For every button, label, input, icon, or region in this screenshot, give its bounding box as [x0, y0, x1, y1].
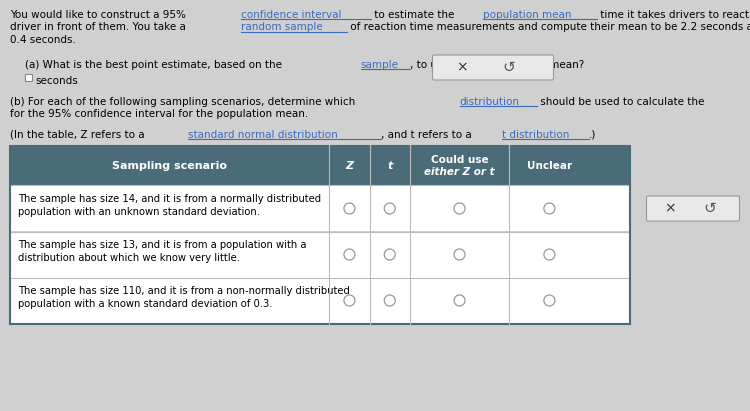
Text: standard normal distribution: standard normal distribution	[188, 129, 338, 139]
Bar	[10, 277, 630, 323]
Text: Z: Z	[346, 161, 353, 171]
Circle shape	[544, 295, 555, 306]
Circle shape	[344, 295, 355, 306]
Text: (In the table, Z refers to a: (In the table, Z refers to a	[10, 129, 148, 139]
Bar	[10, 145, 630, 185]
Text: The sample has size 13, and it is from a population with a: The sample has size 13, and it is from a…	[18, 240, 307, 249]
Text: population with a known standard deviation of 0.3.: population with a known standard deviati…	[18, 298, 272, 309]
Text: time it takes drivers to react following the application of brakes by the: time it takes drivers to react following…	[597, 10, 750, 20]
Text: You would like to construct a 95%: You would like to construct a 95%	[10, 10, 189, 20]
Text: The sample has size 14, and it is from a normally distributed: The sample has size 14, and it is from a…	[18, 194, 321, 203]
Text: distribution about which we know very little.: distribution about which we know very li…	[18, 252, 240, 263]
Text: sample: sample	[361, 60, 399, 69]
Text: confidence interval: confidence interval	[242, 10, 342, 20]
Text: t: t	[387, 161, 392, 171]
Circle shape	[454, 295, 465, 306]
Text: driver in front of them. You take a: driver in front of them. You take a	[10, 23, 189, 32]
Circle shape	[384, 249, 395, 260]
Text: Could use: Could use	[430, 155, 488, 164]
Text: Sampling scenario: Sampling scenario	[112, 161, 227, 171]
Text: should be used to calculate the: should be used to calculate the	[537, 97, 708, 106]
Text: for the 95% confidence interval for the population mean.: for the 95% confidence interval for the …	[10, 109, 308, 119]
Text: The sample has size 110, and it is from a non-normally distributed: The sample has size 110, and it is from …	[18, 286, 350, 296]
Circle shape	[344, 203, 355, 214]
FancyBboxPatch shape	[646, 196, 740, 221]
Text: population mean: population mean	[482, 10, 571, 20]
Text: random sample: random sample	[242, 23, 323, 32]
Circle shape	[454, 203, 465, 214]
Circle shape	[544, 203, 555, 214]
Text: seconds: seconds	[35, 76, 78, 85]
Text: of reaction time measurements and compute their mean to be 2.2 seconds and their: of reaction time measurements and comput…	[346, 23, 750, 32]
Text: Unclear: Unclear	[526, 161, 572, 171]
Bar	[10, 231, 630, 277]
Bar	[10, 145, 630, 323]
Text: ×: ×	[664, 201, 676, 215]
Text: (a) What is the best point estimate, based on the: (a) What is the best point estimate, bas…	[25, 60, 285, 69]
Circle shape	[344, 249, 355, 260]
Text: , to use for the population mean?: , to use for the population mean?	[410, 60, 584, 69]
Text: t distribution: t distribution	[503, 129, 570, 139]
Text: 0.4 seconds.: 0.4 seconds.	[10, 35, 76, 45]
Text: ↺: ↺	[503, 60, 515, 75]
Text: ×: ×	[456, 60, 468, 74]
Text: (b) For each of the following sampling scenarios, determine which: (b) For each of the following sampling s…	[10, 97, 358, 106]
Text: to estimate the: to estimate the	[370, 10, 458, 20]
Text: either Z or t: either Z or t	[424, 166, 495, 176]
Text: population with an unknown standard deviation.: population with an unknown standard devi…	[18, 206, 260, 217]
Text: ↺: ↺	[704, 201, 716, 216]
Bar	[25, 74, 32, 81]
Circle shape	[384, 295, 395, 306]
Text: .): .)	[590, 129, 597, 139]
Bar	[10, 185, 630, 231]
Text: distribution: distribution	[460, 97, 520, 106]
Circle shape	[454, 249, 465, 260]
Circle shape	[384, 203, 395, 214]
FancyBboxPatch shape	[433, 55, 554, 80]
Circle shape	[544, 249, 555, 260]
Text: , and t refers to a: , and t refers to a	[381, 129, 476, 139]
